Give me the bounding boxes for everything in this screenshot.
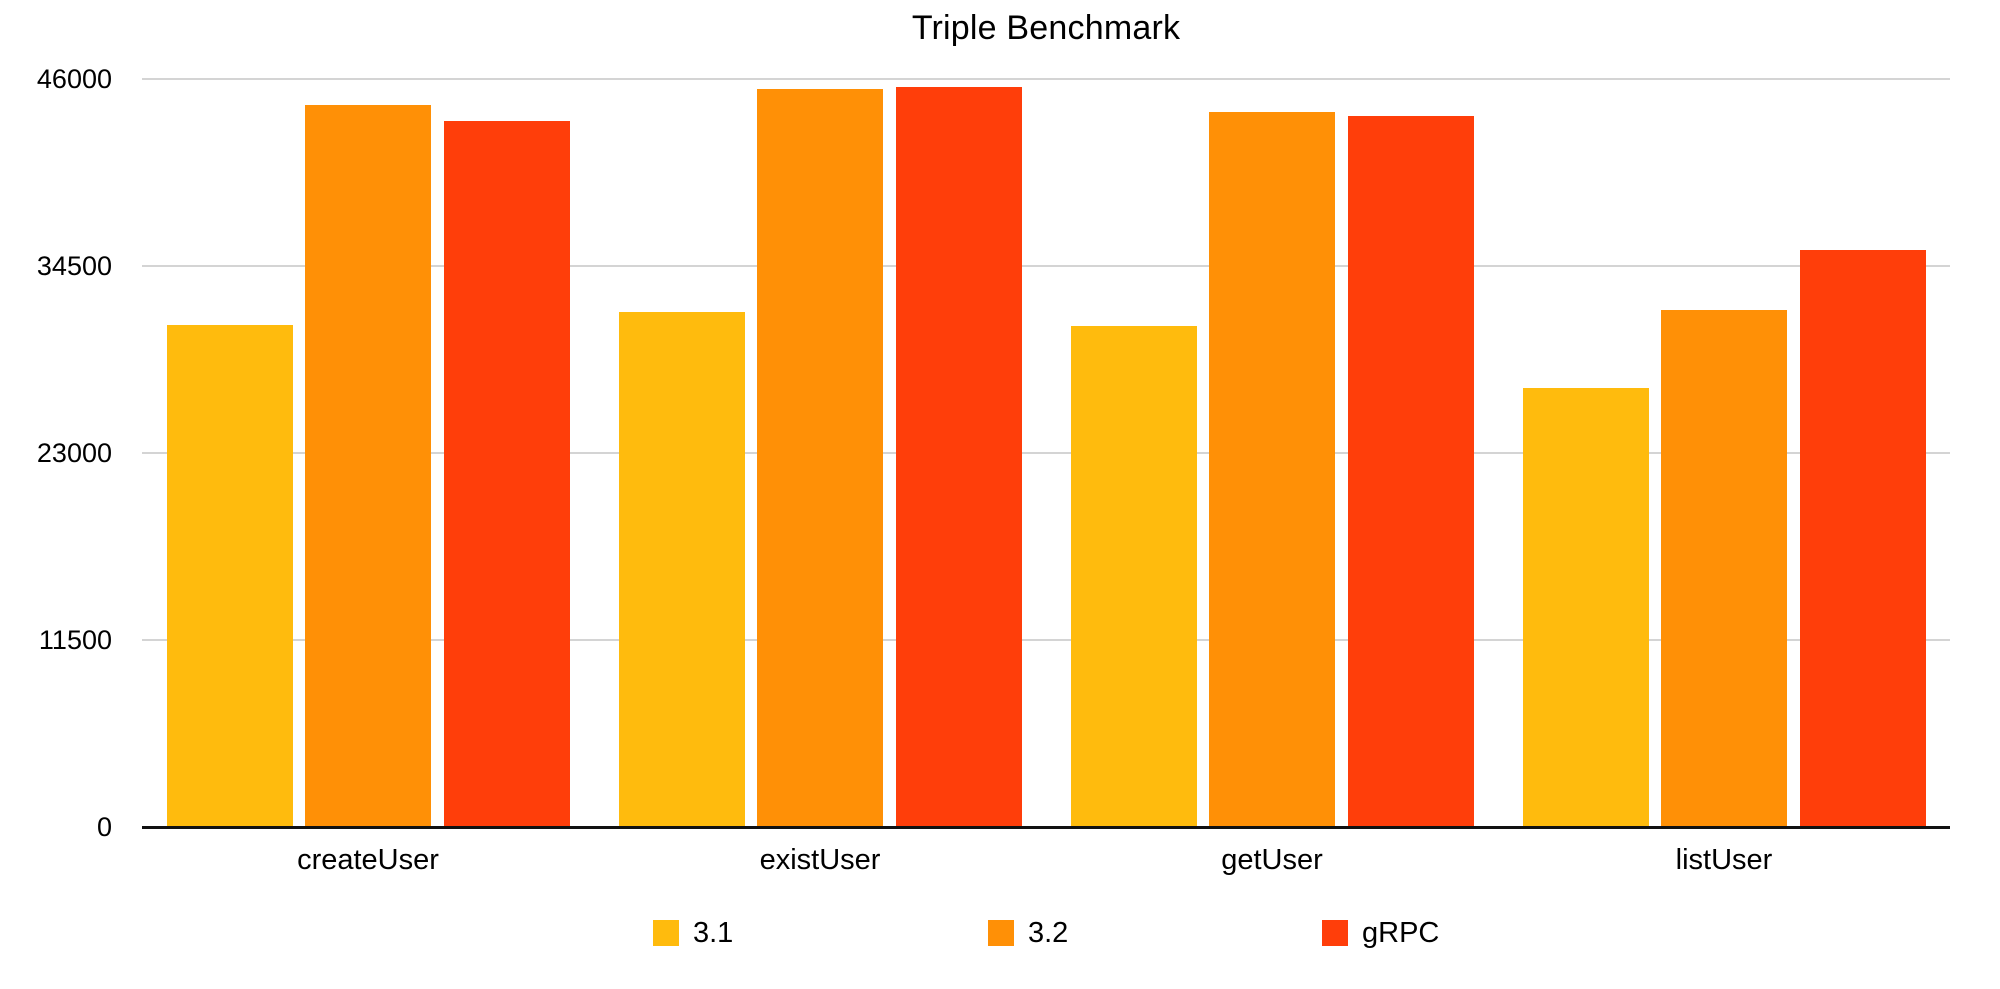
legend-label-3.2: 3.2: [1028, 917, 1069, 949]
legend-label-gRPC: gRPC: [1362, 917, 1440, 949]
chart-title: Triple Benchmark: [911, 9, 1181, 47]
y-tick-label-46000: 46000: [36, 64, 112, 94]
x-tick-label-existUser: existUser: [759, 844, 881, 876]
gridline-46000: [142, 78, 1950, 80]
bar-3.2-getUser: [1209, 111, 1335, 827]
bar-3.2-existUser: [757, 88, 883, 827]
bar-3.2-listUser: [1661, 309, 1787, 827]
legend-swatch-gRPC: [1322, 920, 1348, 946]
y-tick-label-0: 0: [96, 812, 112, 842]
bar-3.1-existUser: [618, 311, 745, 827]
bar-gRPC-listUser: [1799, 249, 1926, 827]
legend-swatch-3.2: [988, 920, 1014, 946]
bar-3.1-listUser: [1522, 387, 1649, 827]
gridline-34500: [142, 265, 1950, 267]
legend-item-3.2: 3.2: [988, 918, 1068, 948]
bar-gRPC-createUser: [443, 121, 570, 827]
x-tick-label-createUser: createUser: [297, 844, 439, 876]
legend-item-gRPC: gRPC: [1322, 918, 1439, 948]
gridline-23000: [142, 452, 1950, 454]
bar-3.2-createUser: [305, 105, 431, 827]
legend-swatch-3.1: [653, 920, 679, 946]
y-tick-label-11500: 11500: [38, 625, 112, 655]
gridline-11500: [142, 639, 1950, 641]
legend-item-3.1: 3.1: [653, 918, 733, 948]
y-tick-label-23000: 23000: [36, 438, 112, 468]
y-tick-label-34500: 34500: [36, 251, 112, 281]
x-axis-line: [142, 826, 1950, 829]
legend-label-3.1: 3.1: [693, 917, 734, 949]
bar-3.1-createUser: [166, 324, 293, 827]
bar-gRPC-existUser: [895, 87, 1022, 827]
bar-gRPC-getUser: [1347, 116, 1474, 827]
x-tick-label-getUser: getUser: [1221, 844, 1323, 876]
x-tick-label-listUser: listUser: [1675, 844, 1773, 876]
bar-3.1-getUser: [1070, 326, 1197, 827]
